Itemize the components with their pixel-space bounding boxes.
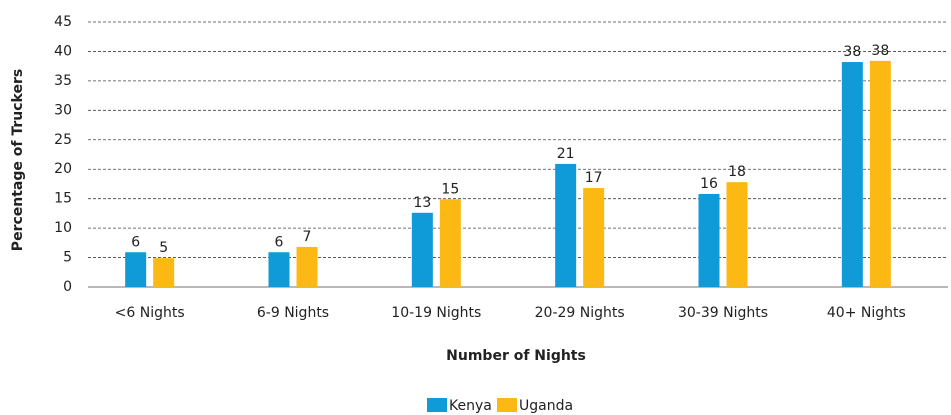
data-label: 16	[700, 176, 718, 192]
legend-swatch	[497, 398, 517, 412]
x-tick-label: 40+ Nights	[827, 305, 906, 321]
bar	[841, 62, 863, 287]
data-label: 38	[843, 44, 861, 60]
data-label: 38	[871, 43, 889, 59]
bar	[726, 182, 748, 287]
legend-swatch	[427, 398, 447, 412]
y-tick-label: 15	[54, 191, 72, 207]
y-axis-label: Percentage of Truckers	[10, 69, 26, 251]
data-label: 15	[441, 181, 459, 197]
y-tick-label: 5	[63, 250, 72, 266]
x-tick-label: 6-9 Nights	[257, 305, 329, 321]
bar	[268, 252, 290, 287]
data-label: 17	[585, 170, 603, 186]
data-label: 5	[159, 240, 168, 256]
y-tick-label: 20	[54, 161, 72, 177]
bar	[296, 246, 318, 287]
y-tick-label: 45	[54, 14, 72, 30]
y-tick-label: 40	[54, 43, 72, 59]
y-tick-label: 25	[54, 132, 72, 148]
legend-label: Uganda	[519, 398, 573, 414]
bar	[869, 60, 891, 287]
x-tick-label: <6 Nights	[115, 305, 185, 321]
data-label: 21	[557, 146, 575, 162]
bar	[439, 199, 461, 287]
bar	[555, 163, 577, 287]
data-label: 13	[413, 195, 431, 211]
x-axis-label: Number of Nights	[446, 348, 586, 364]
bar	[583, 188, 605, 287]
x-tick-label: 30-39 Nights	[678, 305, 768, 321]
data-label: 7	[303, 229, 312, 245]
bar	[698, 193, 720, 287]
bar	[411, 212, 433, 287]
x-tick-label: 10-19 Nights	[391, 305, 481, 321]
y-tick-label: 30	[54, 102, 72, 118]
x-tick-label: 20-29 Nights	[535, 305, 625, 321]
y-tick-label: 10	[54, 220, 72, 236]
y-tick-label: 35	[54, 73, 72, 89]
data-label: 18	[728, 164, 746, 180]
bar	[125, 252, 147, 287]
bar	[153, 258, 175, 287]
data-label: 6	[275, 234, 284, 250]
legend-label: Kenya	[449, 398, 492, 414]
y-tick-label: 0	[63, 279, 72, 295]
data-label: 6	[131, 234, 140, 250]
